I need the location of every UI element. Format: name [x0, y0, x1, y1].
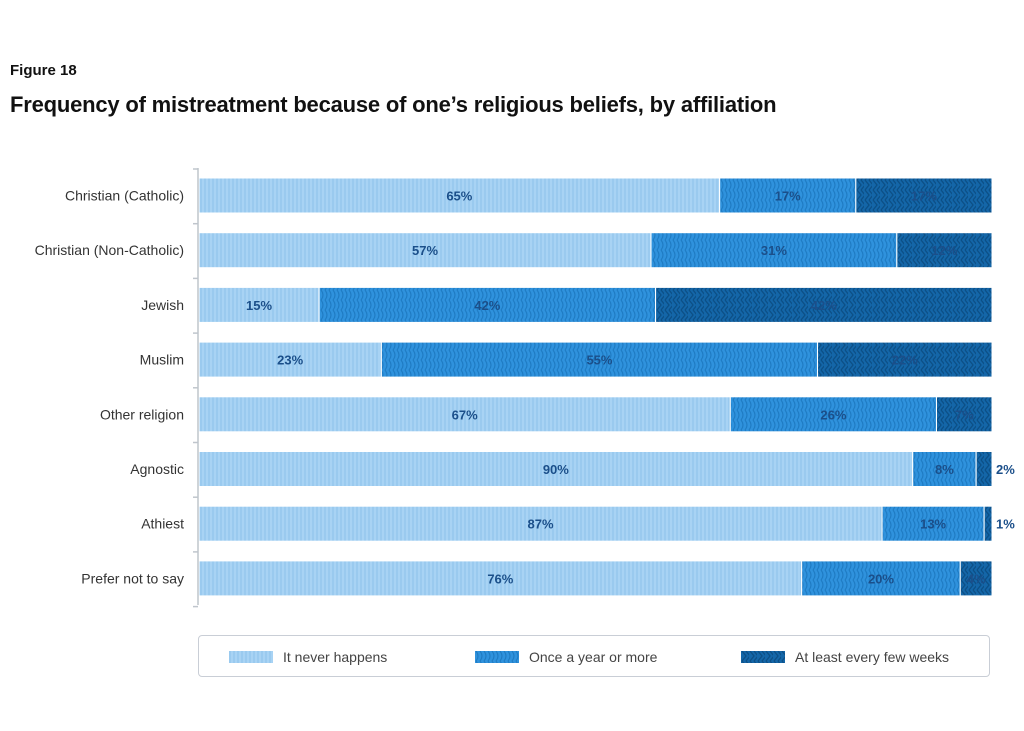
data-label-weeks: 17% — [911, 189, 937, 204]
data-label-never: 65% — [446, 189, 472, 204]
data-label-yearly: 42% — [474, 298, 500, 313]
legend-swatch-never — [229, 651, 273, 663]
legend: It never happens Once a year or more At … — [198, 635, 990, 677]
data-label-never: 76% — [487, 571, 513, 586]
data-label-yearly: 13% — [920, 517, 946, 532]
data-label-weeks: 4% — [967, 571, 986, 586]
data-label-never: 15% — [246, 298, 272, 313]
category-label: Agnostic — [130, 461, 184, 477]
data-label-weeks: 12% — [931, 243, 957, 258]
bar-segment-never — [198, 341, 382, 378]
bar-segment-yearly — [318, 286, 657, 323]
data-label-weeks: 22% — [892, 353, 918, 368]
legend-item-weeks: At least every few weeks — [741, 649, 949, 665]
data-label-yearly: 20% — [868, 571, 894, 586]
bar-segment-weeks — [896, 232, 993, 269]
bar-segment-weeks — [983, 505, 993, 542]
data-label-never: 23% — [277, 353, 303, 368]
data-label-weeks: 2% — [996, 462, 1015, 477]
data-label-yearly: 26% — [820, 407, 846, 422]
bar-segment-never — [198, 505, 883, 542]
category-label: Athiest — [141, 516, 184, 532]
bar-segment-never — [198, 451, 914, 487]
bar-segment-weeks — [975, 451, 993, 487]
bar-segment-weeks — [855, 177, 993, 214]
category-label: Christian (Non-Catholic) — [35, 242, 184, 258]
figure-label: Figure 18 — [10, 62, 77, 79]
legend-item-yearly: Once a year or more — [475, 649, 657, 665]
legend-swatch-yearly — [475, 651, 519, 663]
legend-item-never: It never happens — [229, 649, 387, 665]
bar-segment-never — [198, 560, 803, 597]
data-label-yearly: 8% — [935, 462, 954, 477]
bar-segment-yearly — [650, 232, 898, 269]
category-label: Prefer not to say — [81, 570, 184, 586]
legend-label-weeks: At least every few weeks — [795, 649, 950, 665]
bar-segment-weeks — [935, 396, 993, 433]
data-label-yearly: 17% — [775, 189, 801, 204]
data-label-never: 67% — [452, 407, 478, 422]
legend-swatch-weeks — [741, 651, 785, 663]
bar-segment-weeks — [959, 560, 993, 597]
data-label-weeks: 1% — [996, 517, 1015, 532]
category-label: Christian (Catholic) — [65, 188, 184, 204]
data-label-never: 87% — [528, 517, 554, 532]
bar-segment-yearly — [380, 341, 819, 378]
bar-segment-weeks — [817, 341, 993, 378]
bar-segment-yearly — [881, 505, 985, 542]
data-label-weeks: 42% — [811, 298, 837, 313]
data-label-yearly: 55% — [586, 353, 612, 368]
data-label-yearly: 31% — [761, 243, 787, 258]
bar-segment-yearly — [729, 396, 937, 433]
bar-segment-never — [198, 286, 320, 323]
category-label: Other religion — [100, 406, 184, 422]
category-label: Muslim — [140, 352, 184, 368]
bar-segment-never — [198, 396, 731, 433]
data-label-weeks: 7% — [955, 407, 974, 422]
data-label-never: 90% — [543, 462, 569, 477]
bar-segment-weeks — [655, 286, 993, 323]
data-label-never: 57% — [412, 243, 438, 258]
legend-label-never: It never happens — [283, 649, 388, 665]
bar-segment-never — [198, 177, 721, 214]
legend-label-yearly: Once a year or more — [529, 649, 658, 665]
category-label: Jewish — [141, 297, 184, 313]
chart-title: Frequency of mistreatment because of one… — [10, 92, 777, 117]
